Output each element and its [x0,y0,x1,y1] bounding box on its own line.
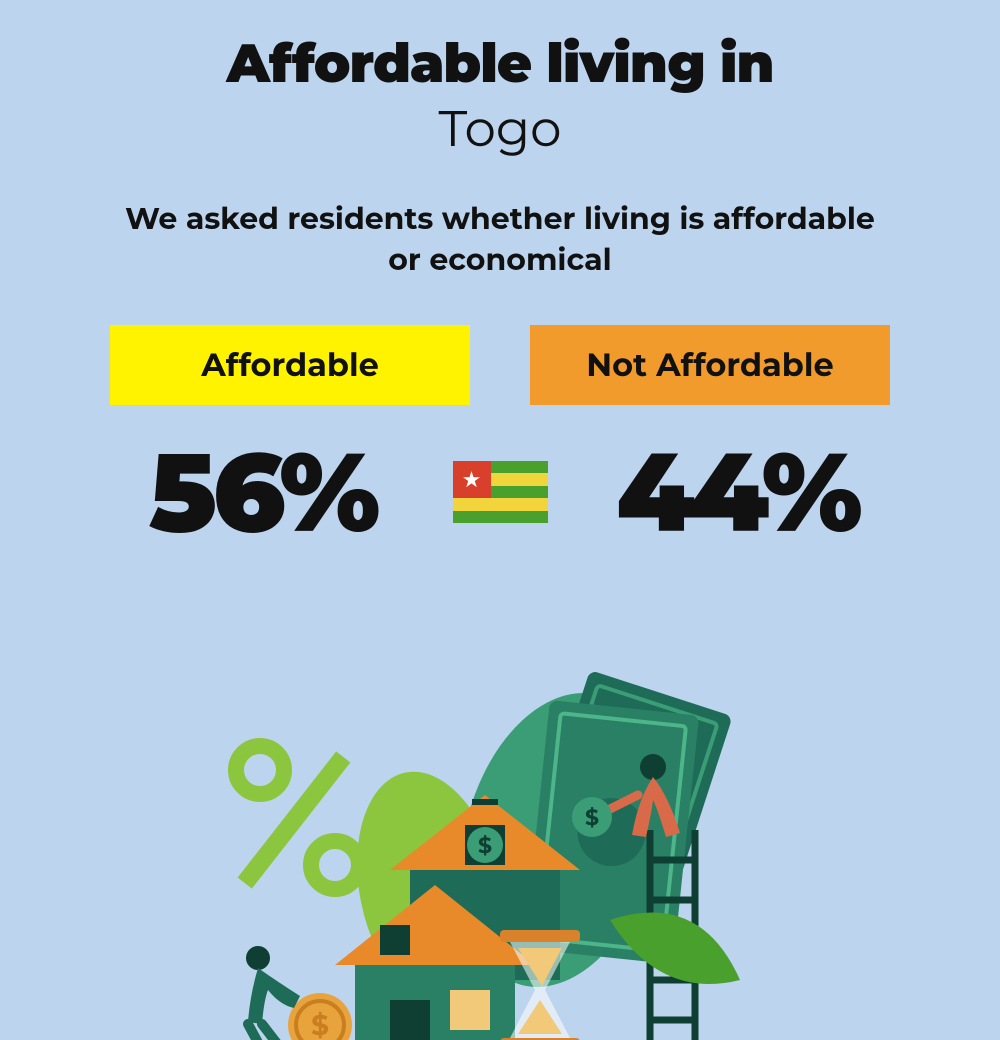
option-bars: Affordable Not Affordable [0,325,1000,405]
flag-star-icon: ★ [453,461,491,498]
savings-housing-illustration: $ $ $ [180,660,820,1040]
svg-text:$: $ [311,1009,329,1040]
title-country: Togo [0,98,1000,159]
percent-row: 56% ★ 44% [0,425,1000,559]
value-not-affordable: 44% [578,425,898,559]
svg-text:$: $ [478,832,492,859]
value-affordable: 56% [103,425,423,559]
bar-affordable: Affordable [110,325,470,405]
bar-not-affordable: Not Affordable [530,325,890,405]
svg-text:$: $ [585,804,599,831]
togo-flag-icon: ★ [453,461,548,523]
subtitle: We asked residents whether living is aff… [0,199,1000,280]
title-main: Affordable living in [0,30,1000,96]
